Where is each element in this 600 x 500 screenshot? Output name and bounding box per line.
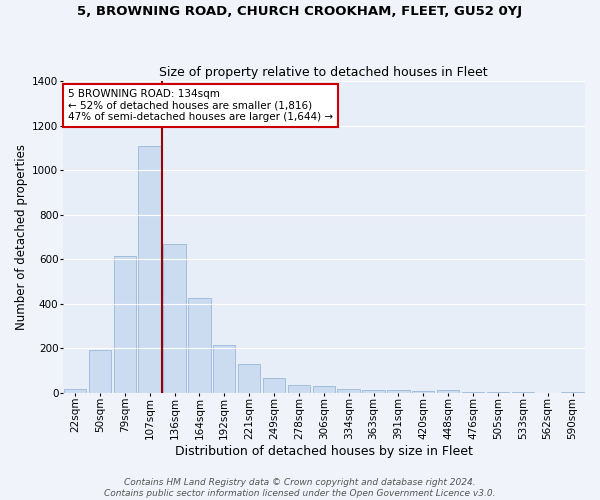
Bar (313, 386, 335, 392)
Bar (412, 391, 434, 392)
Bar (263, 378, 285, 392)
Bar (387, 390, 410, 392)
Bar (213, 345, 235, 393)
Bar (437, 390, 460, 392)
Text: 5, BROWNING ROAD, CHURCH CROOKHAM, FLEET, GU52 0YJ: 5, BROWNING ROAD, CHURCH CROOKHAM, FLEET… (77, 5, 523, 18)
Y-axis label: Number of detached properties: Number of detached properties (15, 144, 28, 330)
X-axis label: Distribution of detached houses by size in Fleet: Distribution of detached houses by size … (175, 444, 473, 458)
Bar (113, 256, 136, 392)
Bar (64, 390, 86, 392)
Bar (288, 386, 310, 392)
Bar (163, 244, 186, 392)
Text: Contains HM Land Registry data © Crown copyright and database right 2024.
Contai: Contains HM Land Registry data © Crown c… (104, 478, 496, 498)
Bar (362, 390, 385, 392)
Bar (139, 146, 161, 392)
Title: Size of property relative to detached houses in Fleet: Size of property relative to detached ho… (160, 66, 488, 78)
Bar (89, 350, 111, 393)
Bar (337, 389, 360, 392)
Text: 5 BROWNING ROAD: 134sqm
← 52% of detached houses are smaller (1,816)
47% of semi: 5 BROWNING ROAD: 134sqm ← 52% of detache… (68, 89, 333, 122)
Bar (188, 298, 211, 392)
Bar (238, 364, 260, 392)
